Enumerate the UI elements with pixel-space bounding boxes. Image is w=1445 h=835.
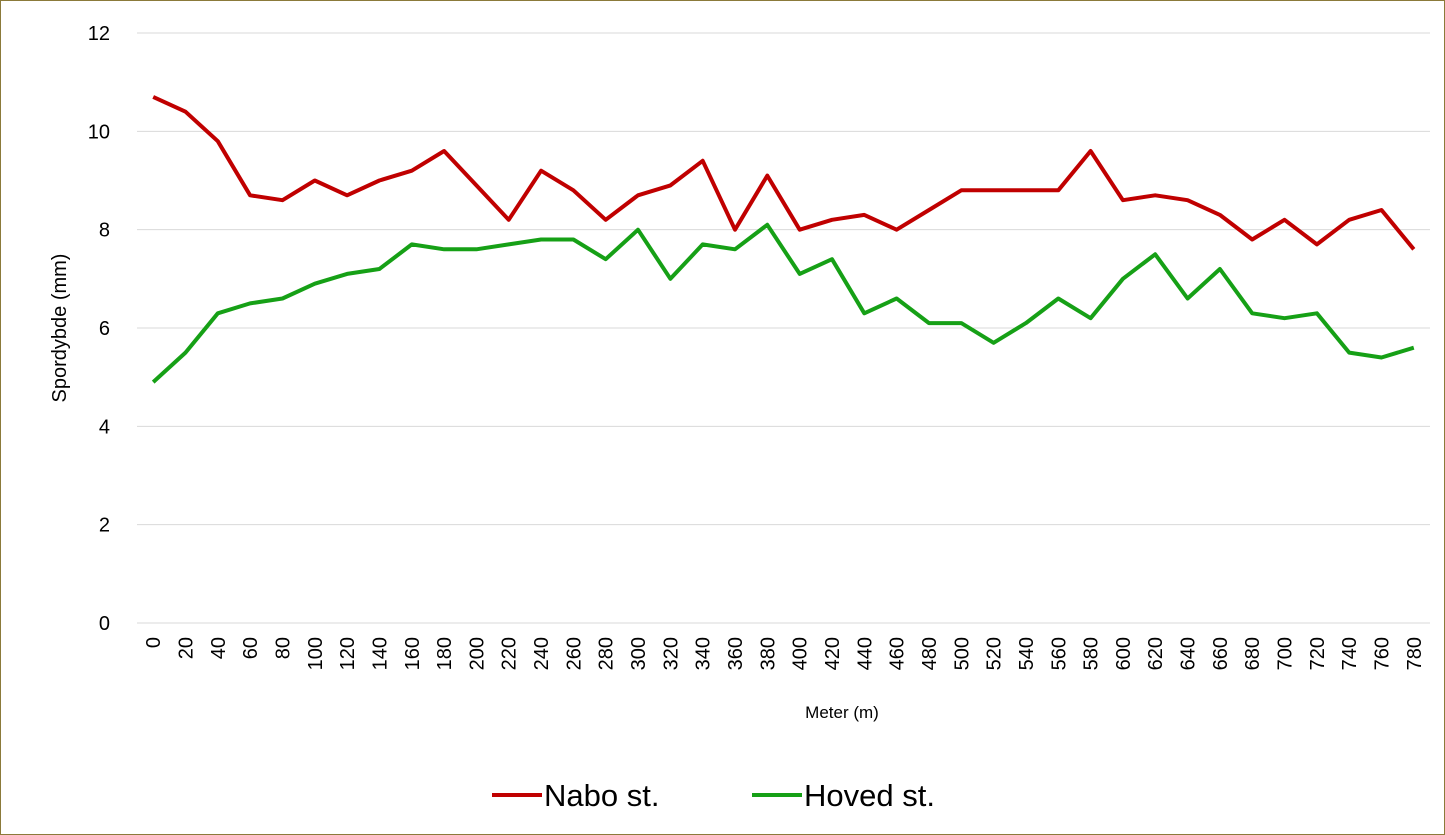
x-tick-label: 320 (660, 637, 682, 670)
x-tick-label: 200 (466, 637, 488, 670)
x-tick-label: 700 (1275, 637, 1297, 670)
x-tick-label: 480 (919, 637, 941, 670)
x-axis-title: Meter (m) (805, 703, 879, 722)
x-tick-label: 620 (1145, 637, 1167, 670)
x-tick-label: 240 (531, 637, 553, 670)
x-tick-label: 0 (143, 637, 165, 648)
x-tick-label: 460 (887, 637, 909, 670)
x-tick-label: 540 (1016, 637, 1038, 670)
x-tick-label: 520 (984, 637, 1006, 670)
x-tick-label: 80 (272, 637, 294, 659)
x-tick-label: 260 (563, 637, 585, 670)
x-tick-label: 680 (1242, 637, 1264, 670)
x-tick-label: 180 (434, 637, 456, 670)
x-tick-label: 120 (337, 637, 359, 670)
y-tick-label: 8 (99, 220, 110, 242)
y-axis-title: Spordybde (mm) (49, 254, 71, 403)
x-tick-label: 100 (305, 637, 327, 670)
y-tick-label: 0 (99, 613, 110, 635)
x-tick-label: 580 (1081, 637, 1103, 670)
x-tick-label: 40 (208, 637, 230, 659)
x-tick-label: 400 (790, 637, 812, 670)
x-tick-label: 760 (1372, 637, 1394, 670)
y-tick-label: 2 (99, 515, 110, 537)
x-tick-label: 140 (369, 637, 391, 670)
x-tick-label: 360 (725, 637, 747, 670)
x-tick-label: 600 (1113, 637, 1135, 670)
x-tick-label: 20 (175, 637, 197, 659)
x-tick-label: 720 (1307, 637, 1329, 670)
x-tick-label: 780 (1404, 637, 1426, 670)
x-tick-label: 300 (628, 637, 650, 670)
y-tick-label: 6 (99, 318, 110, 340)
x-tick-label: 60 (240, 637, 262, 659)
x-tick-label: 420 (822, 637, 844, 670)
x-tick-label: 380 (757, 637, 779, 670)
x-tick-label: 160 (402, 637, 424, 670)
data-line (152, 95, 1416, 251)
data-line (151, 222, 1415, 384)
x-tick-label: 560 (1048, 637, 1070, 670)
y-tick-label: 12 (88, 23, 110, 45)
x-tick-label: 340 (693, 637, 715, 670)
x-tick-label: 440 (854, 637, 876, 670)
x-tick-label: 500 (951, 637, 973, 670)
x-tick-label: 660 (1210, 637, 1232, 670)
y-tick-label: 10 (88, 121, 110, 143)
x-tick-label: 220 (499, 637, 521, 670)
legend-label: Hoved st. (804, 778, 935, 813)
x-tick-label: 640 (1178, 637, 1200, 670)
y-tick-label: 4 (99, 416, 110, 438)
x-tick-label: 280 (596, 637, 618, 670)
legend-label: Nabo st. (544, 778, 659, 813)
x-tick-label: 740 (1339, 637, 1361, 670)
